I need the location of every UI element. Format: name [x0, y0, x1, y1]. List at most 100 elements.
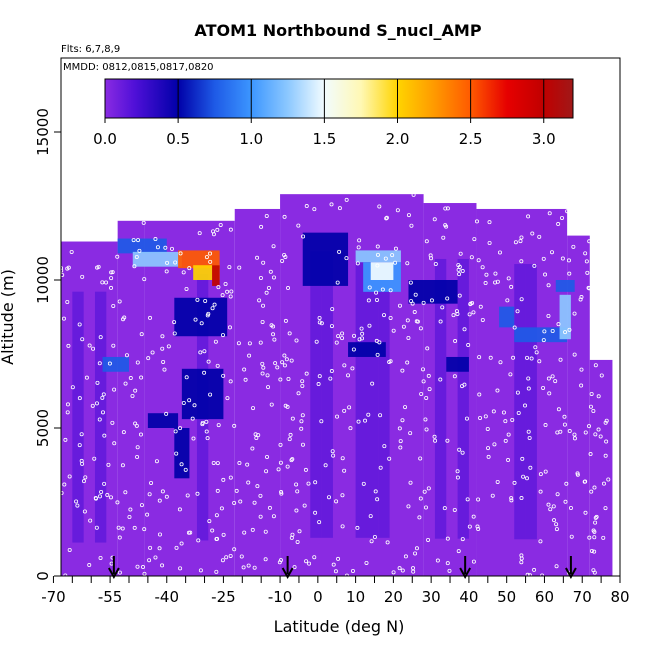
sample-point — [213, 339, 218, 344]
sample-point — [587, 535, 592, 540]
sample-point — [552, 518, 557, 523]
sample-point — [67, 547, 72, 552]
sample-point — [588, 452, 593, 457]
flight-marker-arrow — [565, 556, 577, 580]
sample-point — [403, 554, 408, 559]
sample-point — [184, 286, 189, 291]
sample-point — [556, 322, 561, 327]
sample-point — [487, 220, 492, 225]
sample-point — [123, 490, 128, 495]
sample-point — [271, 244, 276, 249]
sample-point — [549, 250, 554, 255]
sample-point — [164, 411, 169, 416]
sample-point — [284, 357, 289, 362]
x-axis: -70 -55 -40 -25 -10 0 10 20 30 40 50 60 70 80 — [41, 576, 630, 606]
sample-point — [360, 331, 365, 336]
sample-point — [455, 475, 460, 480]
sample-point — [363, 418, 368, 423]
sample-point — [275, 365, 280, 370]
sample-point — [480, 265, 485, 270]
sample-point — [373, 489, 378, 494]
y-tick-label: 5000 — [34, 409, 52, 447]
nucleation-cell — [181, 368, 224, 420]
sample-point — [187, 266, 192, 271]
colorbar-tick-label: 2.5 — [459, 130, 483, 148]
sample-point — [258, 514, 263, 519]
sample-point — [212, 302, 217, 307]
sample-point — [121, 317, 126, 322]
colorbar-tick-label: 0.0 — [93, 130, 117, 148]
plot-area — [61, 192, 613, 576]
x-tick-label: 70 — [573, 588, 592, 606]
sample-point — [483, 281, 488, 286]
sample-point — [357, 238, 362, 243]
sample-point — [375, 244, 380, 249]
sample-point — [537, 234, 542, 239]
sample-point — [483, 414, 488, 419]
nucleation-cell — [559, 294, 571, 340]
sample-point — [456, 549, 461, 554]
sample-point — [603, 506, 608, 511]
sample-point — [142, 527, 147, 532]
sample-point — [295, 489, 300, 494]
sample-point — [334, 499, 339, 504]
sample-point — [65, 410, 70, 415]
sample-point — [493, 271, 498, 276]
sample-point — [509, 498, 514, 503]
sample-point — [400, 568, 405, 573]
sample-point — [312, 207, 317, 212]
x-tick-label: -40 — [155, 588, 180, 606]
sample-point — [476, 527, 481, 532]
sample-point — [317, 374, 322, 379]
nucleation-cell — [147, 413, 179, 428]
sample-point — [204, 419, 209, 424]
sample-point — [179, 462, 184, 467]
sample-point — [216, 285, 221, 290]
sample-point — [503, 419, 508, 424]
sample-point — [238, 499, 243, 504]
sample-point — [488, 355, 493, 360]
sample-point — [441, 235, 446, 240]
sample-point — [191, 436, 196, 441]
sample-point — [406, 336, 411, 341]
sample-point — [246, 480, 251, 485]
sample-point — [491, 409, 496, 414]
sample-point — [133, 421, 138, 426]
sample-point — [375, 252, 380, 257]
sample-point — [139, 503, 144, 508]
sample-point — [418, 326, 423, 331]
sample-point — [403, 405, 408, 410]
sample-point — [210, 528, 215, 533]
sample-point — [367, 285, 372, 290]
sample-point — [477, 355, 482, 360]
sample-point — [591, 409, 596, 414]
sample-point — [592, 549, 597, 554]
sample-point — [237, 461, 242, 466]
sample-point — [540, 573, 545, 576]
sample-point — [579, 295, 584, 300]
sample-point — [225, 396, 230, 401]
sample-point — [296, 391, 301, 396]
sample-point — [405, 261, 410, 266]
sample-point — [134, 254, 139, 259]
sample-point — [161, 359, 166, 364]
sample-point — [267, 505, 272, 510]
sample-point — [424, 395, 429, 400]
sample-point — [405, 360, 410, 365]
sample-point — [228, 294, 233, 299]
sample-point — [117, 299, 122, 304]
sample-point — [348, 426, 353, 431]
sample-point — [589, 548, 594, 553]
sample-point — [265, 454, 270, 459]
sample-point — [585, 270, 590, 275]
sample-point — [91, 346, 96, 351]
sample-point — [260, 371, 265, 376]
sample-point — [75, 503, 80, 508]
sample-point — [342, 408, 347, 413]
sample-point — [513, 240, 518, 245]
y-tick-label: 0 — [34, 571, 52, 581]
sample-point — [264, 290, 269, 295]
sample-point — [94, 525, 99, 530]
sample-point — [221, 532, 226, 537]
sample-point — [258, 493, 263, 498]
